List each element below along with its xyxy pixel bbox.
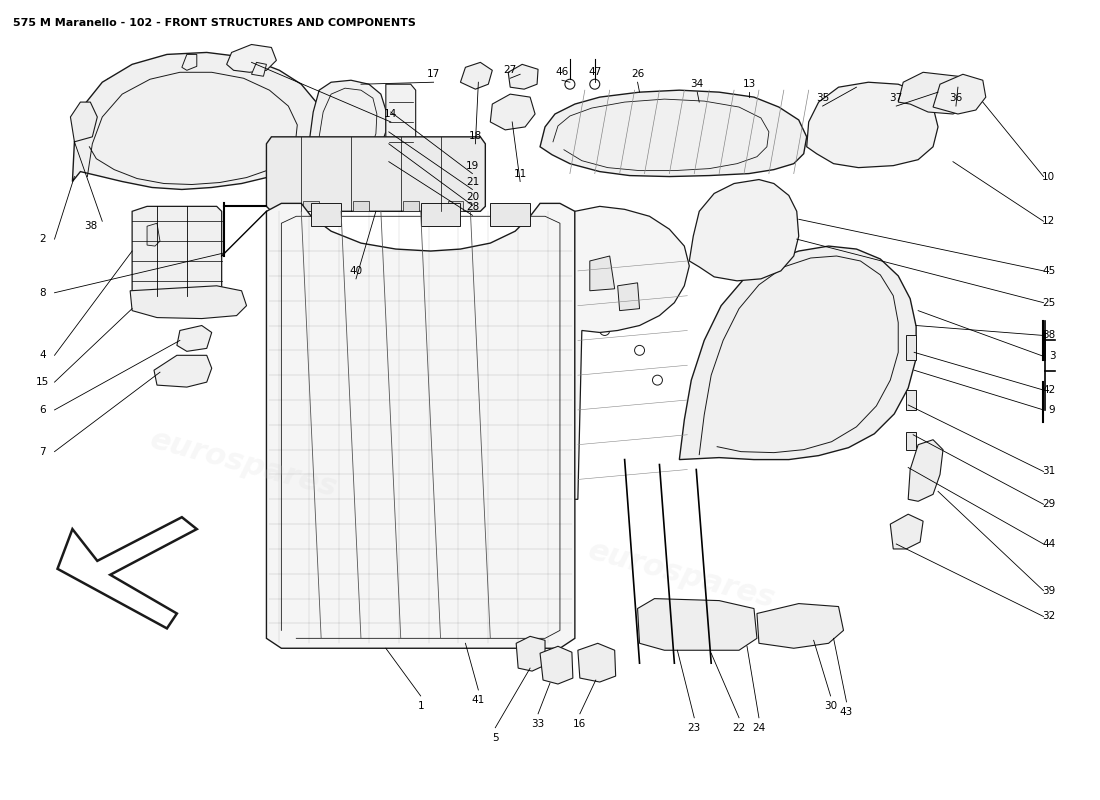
Polygon shape <box>690 179 799 281</box>
Text: 575 M Maranello - 102 - FRONT STRUCTURES AND COMPONENTS: 575 M Maranello - 102 - FRONT STRUCTURES… <box>13 18 416 28</box>
Text: 17: 17 <box>427 70 440 79</box>
Text: eurospares: eurospares <box>584 536 778 614</box>
Text: 12: 12 <box>1042 216 1055 226</box>
Polygon shape <box>516 636 544 671</box>
Text: 43: 43 <box>840 707 854 717</box>
Text: 33: 33 <box>531 718 544 729</box>
Text: 34: 34 <box>691 79 704 90</box>
Text: 31: 31 <box>1042 466 1055 477</box>
Polygon shape <box>57 517 197 629</box>
Text: 41: 41 <box>472 695 485 705</box>
Polygon shape <box>353 202 369 211</box>
Polygon shape <box>508 64 538 89</box>
Text: 35: 35 <box>816 93 829 103</box>
Text: 3: 3 <box>1048 351 1055 362</box>
Polygon shape <box>73 53 321 190</box>
Polygon shape <box>252 62 266 76</box>
Polygon shape <box>311 203 341 226</box>
Polygon shape <box>540 90 806 177</box>
Polygon shape <box>638 598 757 650</box>
Text: 40: 40 <box>350 266 363 276</box>
Text: 7: 7 <box>40 446 46 457</box>
Text: 11: 11 <box>514 169 527 178</box>
Polygon shape <box>618 283 639 310</box>
Text: 10: 10 <box>1043 171 1055 182</box>
Text: 39: 39 <box>1042 586 1055 596</box>
Text: 4: 4 <box>40 350 46 360</box>
Polygon shape <box>757 603 844 648</box>
Polygon shape <box>890 514 923 549</box>
Text: 16: 16 <box>573 718 586 729</box>
Polygon shape <box>909 440 943 502</box>
Polygon shape <box>540 646 573 684</box>
Text: 47: 47 <box>588 67 602 78</box>
Text: 15: 15 <box>36 377 50 387</box>
Text: 9: 9 <box>1048 405 1055 415</box>
Polygon shape <box>304 202 319 211</box>
Text: 1: 1 <box>417 701 424 711</box>
Polygon shape <box>491 94 535 130</box>
Text: 2: 2 <box>40 234 46 244</box>
Text: 24: 24 <box>752 722 766 733</box>
Polygon shape <box>906 432 916 450</box>
Text: 37: 37 <box>890 93 903 103</box>
Polygon shape <box>154 355 211 387</box>
Polygon shape <box>933 74 986 114</box>
Polygon shape <box>70 102 97 142</box>
Polygon shape <box>403 202 419 211</box>
Text: 23: 23 <box>688 722 701 733</box>
Polygon shape <box>177 326 211 351</box>
Text: 25: 25 <box>1042 298 1055 308</box>
Text: 13: 13 <box>742 79 756 90</box>
Polygon shape <box>575 206 690 499</box>
Polygon shape <box>680 246 916 459</box>
Polygon shape <box>420 203 461 226</box>
Polygon shape <box>266 203 575 648</box>
Text: 21: 21 <box>465 177 478 186</box>
Polygon shape <box>306 80 386 174</box>
Text: 42: 42 <box>1042 385 1055 395</box>
Polygon shape <box>590 256 615 290</box>
Polygon shape <box>578 643 616 682</box>
Text: 36: 36 <box>949 93 962 103</box>
Text: 14: 14 <box>384 109 397 119</box>
Text: 38: 38 <box>1042 330 1055 341</box>
Text: 20: 20 <box>465 193 478 202</box>
Text: eurospares: eurospares <box>146 425 340 502</box>
Polygon shape <box>266 137 485 211</box>
Text: 44: 44 <box>1042 539 1055 549</box>
Text: 45: 45 <box>1042 266 1055 276</box>
Text: 6: 6 <box>40 405 46 415</box>
Polygon shape <box>227 45 276 72</box>
Polygon shape <box>491 203 530 226</box>
Polygon shape <box>147 223 160 246</box>
Polygon shape <box>130 286 246 318</box>
Polygon shape <box>899 72 972 114</box>
Text: 38: 38 <box>84 222 97 231</box>
Text: 8: 8 <box>40 288 46 298</box>
Text: 29: 29 <box>1042 499 1055 510</box>
Polygon shape <box>132 206 222 296</box>
Text: 5: 5 <box>492 733 498 742</box>
Text: 22: 22 <box>733 722 746 733</box>
Polygon shape <box>906 335 916 360</box>
Text: 27: 27 <box>504 66 517 75</box>
Polygon shape <box>806 82 938 168</box>
Text: 28: 28 <box>465 202 478 212</box>
Text: 26: 26 <box>631 70 645 79</box>
Text: 18: 18 <box>469 131 482 141</box>
Text: 19: 19 <box>465 161 478 170</box>
Polygon shape <box>182 54 197 70</box>
Text: 46: 46 <box>556 67 569 78</box>
Text: 32: 32 <box>1042 611 1055 622</box>
Polygon shape <box>461 62 493 89</box>
Polygon shape <box>448 202 463 211</box>
Polygon shape <box>906 390 916 410</box>
Text: 30: 30 <box>824 701 837 711</box>
Polygon shape <box>386 84 416 162</box>
